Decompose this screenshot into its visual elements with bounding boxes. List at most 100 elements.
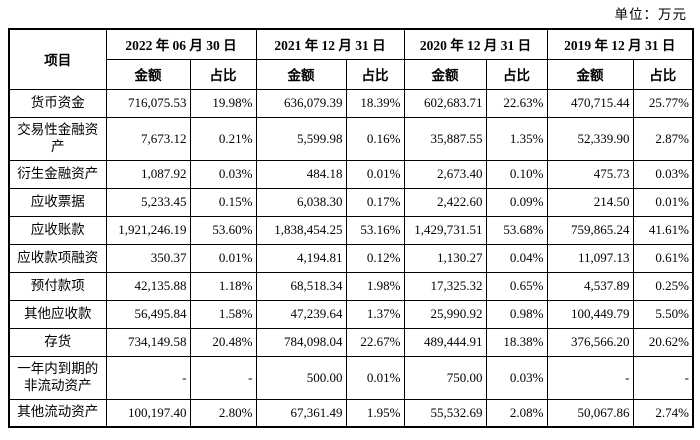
- amount-cell: 750.00: [403, 355, 487, 400]
- table-row: 应收票据 5,233.45 0.15% 6,038.30 0.17% 2,422…: [8, 187, 694, 217]
- amount-cell: 636,079.39: [255, 88, 347, 118]
- ratio-cell: 0.09%: [485, 187, 548, 217]
- amount-cell: 602,683.71: [403, 88, 487, 118]
- ratio-cell: 1.58%: [189, 299, 257, 329]
- row-label: 存货: [8, 327, 107, 357]
- ratio-cell: 0.03%: [485, 355, 548, 400]
- row-label: 交易性金融资产: [8, 116, 107, 161]
- table-row: 其他流动资产 100,197.40 2.80% 67,361.49 1.95% …: [8, 398, 694, 428]
- ratio-cell: 53.60%: [189, 215, 257, 245]
- ratio-cell: 53.68%: [485, 215, 548, 245]
- table-row: 交易性金融资产 7,673.12 0.21% 5,599.98 0.16% 35…: [8, 116, 694, 161]
- row-label: 应收款项融资: [8, 243, 107, 273]
- ratio-cell: 0.25%: [632, 271, 694, 301]
- amount-cell: 489,444.91: [403, 327, 487, 357]
- period-header-2020: 2020 年 12 月 31 日: [403, 28, 548, 60]
- table-row: 货币资金 716,075.53 19.98% 636,079.39 18.39%…: [8, 88, 694, 118]
- ratio-subheader: 占比: [485, 58, 548, 90]
- ratio-cell: 0.01%: [345, 159, 405, 189]
- row-label: 货币资金: [8, 88, 107, 118]
- ratio-cell: 22.63%: [485, 88, 548, 118]
- ratio-cell: 2.08%: [485, 398, 548, 428]
- amount-cell: 35,887.55: [403, 116, 487, 161]
- row-label: 其他流动资产: [8, 398, 107, 428]
- ratio-cell: 0.17%: [345, 187, 405, 217]
- ratio-cell: 1.37%: [345, 299, 405, 329]
- ratio-subheader: 占比: [345, 58, 405, 90]
- amount-cell: -: [105, 355, 191, 400]
- amount-subheader: 金额: [255, 58, 347, 90]
- ratio-subheader: 占比: [632, 58, 694, 90]
- amount-cell: 4,194.81: [255, 243, 347, 273]
- amount-cell: 50,067.86: [546, 398, 634, 428]
- table-row: 应收账款 1,921,246.19 53.60% 1,838,454.25 53…: [8, 215, 694, 245]
- ratio-cell: 1.95%: [345, 398, 405, 428]
- ratio-cell: -: [189, 355, 257, 400]
- ratio-cell: 20.62%: [632, 327, 694, 357]
- amount-subheader: 金额: [105, 58, 191, 90]
- item-column-header: 项目: [8, 28, 107, 90]
- row-label: 一年内到期的非流动资产: [8, 355, 107, 400]
- amount-cell: 214.50: [546, 187, 634, 217]
- unit-label: 单位：万元: [614, 7, 687, 22]
- ratio-cell: 0.01%: [632, 187, 694, 217]
- ratio-subheader: 占比: [189, 58, 257, 90]
- amount-cell: 1,087.92: [105, 159, 191, 189]
- amount-cell: 67,361.49: [255, 398, 347, 428]
- amount-cell: 100,197.40: [105, 398, 191, 428]
- amount-cell: 5,233.45: [105, 187, 191, 217]
- amount-cell: 350.37: [105, 243, 191, 273]
- amount-cell: 484.18: [255, 159, 347, 189]
- ratio-cell: 22.67%: [345, 327, 405, 357]
- amount-cell: 1,429,731.51: [403, 215, 487, 245]
- amount-cell: 2,673.40: [403, 159, 487, 189]
- table-row: 存货 734,149.58 20.48% 784,098.04 22.67% 4…: [8, 327, 694, 357]
- amount-cell: 759,865.24: [546, 215, 634, 245]
- amount-cell: 470,715.44: [546, 88, 634, 118]
- amount-cell: 55,532.69: [403, 398, 487, 428]
- amount-subheader: 金额: [403, 58, 487, 90]
- ratio-cell: 53.16%: [345, 215, 405, 245]
- amount-cell: 42,135.88: [105, 271, 191, 301]
- table-row: 衍生金融资产 1,087.92 0.03% 484.18 0.01% 2,673…: [8, 159, 694, 189]
- ratio-cell: 0.65%: [485, 271, 548, 301]
- period-header-2022: 2022 年 06 月 30 日: [105, 28, 257, 60]
- ratio-cell: 0.04%: [485, 243, 548, 273]
- table-row: 其他应收款 56,495.84 1.58% 47,239.64 1.37% 25…: [8, 299, 694, 329]
- amount-cell: 47,239.64: [255, 299, 347, 329]
- amount-cell: 1,130.27: [403, 243, 487, 273]
- amount-cell: 5,599.98: [255, 116, 347, 161]
- ratio-cell: 18.38%: [485, 327, 548, 357]
- period-header-2019: 2019 年 12 月 31 日: [546, 28, 694, 60]
- amount-cell: 784,098.04: [255, 327, 347, 357]
- ratio-cell: 0.15%: [189, 187, 257, 217]
- ratio-cell: 0.01%: [345, 355, 405, 400]
- ratio-cell: 25.77%: [632, 88, 694, 118]
- amount-cell: 6,038.30: [255, 187, 347, 217]
- ratio-cell: 1.98%: [345, 271, 405, 301]
- period-header-2021: 2021 年 12 月 31 日: [255, 28, 405, 60]
- table-row: 应收款项融资 350.37 0.01% 4,194.81 0.12% 1,130…: [8, 243, 694, 273]
- amount-cell: 25,990.92: [403, 299, 487, 329]
- amount-cell: 100,449.79: [546, 299, 634, 329]
- table-row: 预付款项 42,135.88 1.18% 68,518.34 1.98% 17,…: [8, 271, 694, 301]
- amount-cell: 716,075.53: [105, 88, 191, 118]
- ratio-cell: 18.39%: [345, 88, 405, 118]
- amount-cell: 376,566.20: [546, 327, 634, 357]
- ratio-cell: 2.80%: [189, 398, 257, 428]
- ratio-cell: 0.98%: [485, 299, 548, 329]
- financial-assets-table: 项目 2022 年 06 月 30 日 2021 年 12 月 31 日 202…: [8, 28, 694, 428]
- amount-cell: 475.73: [546, 159, 634, 189]
- ratio-cell: 0.10%: [485, 159, 548, 189]
- amount-cell: -: [546, 355, 634, 400]
- row-label: 应收票据: [8, 187, 107, 217]
- ratio-cell: 41.61%: [632, 215, 694, 245]
- ratio-cell: 2.74%: [632, 398, 694, 428]
- ratio-cell: 0.21%: [189, 116, 257, 161]
- ratio-cell: 0.16%: [345, 116, 405, 161]
- amount-cell: 7,673.12: [105, 116, 191, 161]
- ratio-cell: 20.48%: [189, 327, 257, 357]
- ratio-cell: 5.50%: [632, 299, 694, 329]
- ratio-cell: 1.35%: [485, 116, 548, 161]
- ratio-cell: 19.98%: [189, 88, 257, 118]
